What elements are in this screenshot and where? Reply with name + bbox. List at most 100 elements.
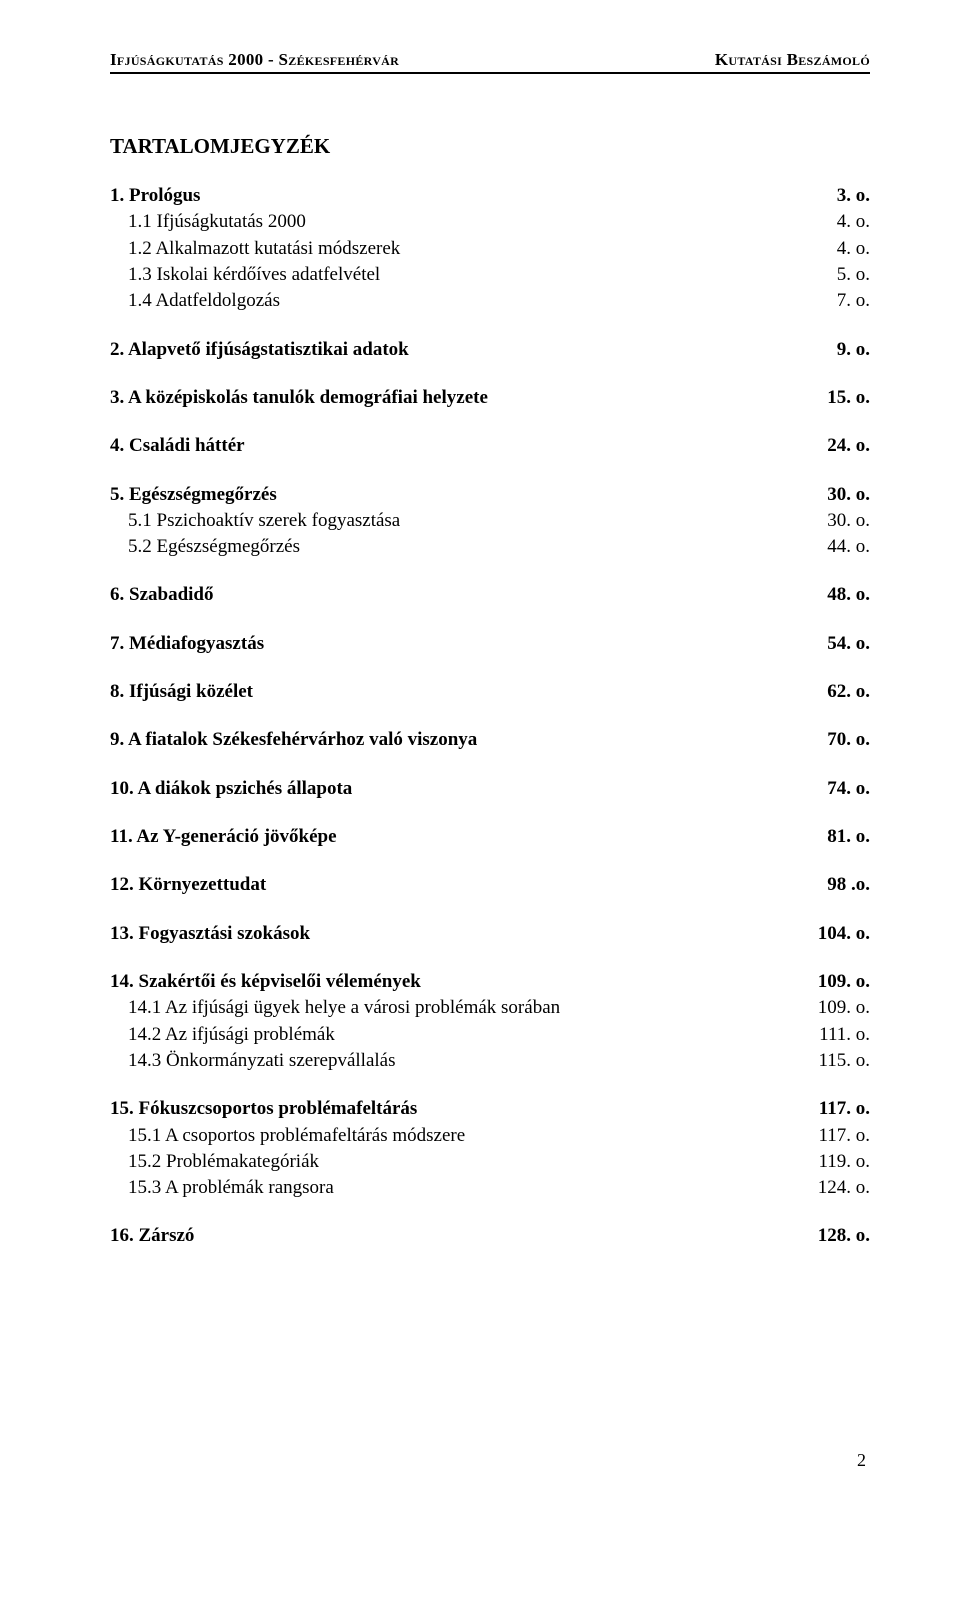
entry-gap <box>110 363 870 385</box>
toc-entry-label: 14.3 Önkormányzati szerepvállalás <box>110 1049 806 1073</box>
toc-entry-page: 74. o. <box>815 777 870 801</box>
entry-gap <box>110 899 870 921</box>
toc-entry-label: 1.3 Iskolai kérdőíves adatfelvétel <box>110 263 825 287</box>
toc-entry-label: 8. Ifjúsági közélet <box>110 680 815 704</box>
toc-entry: 14.2 Az ifjúsági problémák111. o. <box>110 1022 870 1048</box>
toc-entry: 9. A fiatalok Székesfehérvárhoz való vis… <box>110 727 870 753</box>
toc-entry: 3. A középiskolás tanulók demográfiai he… <box>110 385 870 411</box>
entry-gap <box>110 850 870 872</box>
toc-entry: 4. Családi háttér24. o. <box>110 433 870 459</box>
toc-entry: 14.3 Önkormányzati szerepvállalás115. o. <box>110 1048 870 1074</box>
toc-entry-label: 1.2 Alkalmazott kutatási módszerek <box>110 237 825 261</box>
toc-entry-label: 2. Alapvető ifjúságstatisztikai adatok <box>110 338 825 362</box>
toc-entry-label: 16. Zárszó <box>110 1224 806 1248</box>
toc-entry-page: 128. o. <box>806 1224 870 1248</box>
toc-entry-page: 70. o. <box>815 728 870 752</box>
toc-entry-label: 15.3 A problémák rangsora <box>110 1176 806 1200</box>
toc-entry: 1.3 Iskolai kérdőíves adatfelvétel5. o. <box>110 262 870 288</box>
toc-entry-page: 117. o. <box>807 1097 870 1121</box>
toc-entry-page: 109. o. <box>806 996 870 1020</box>
toc-entry-page: 5. o. <box>825 263 870 287</box>
toc-entry: 11. Az Y-generáció jövőképe81. o. <box>110 824 870 850</box>
toc-entry-page: 111. o. <box>807 1023 870 1047</box>
toc-entry: 1.2 Alkalmazott kutatási módszerek4. o. <box>110 236 870 262</box>
toc-entry: 15.3 A problémák rangsora124. o. <box>110 1175 870 1201</box>
toc-entry-label: 14. Szakértői és képviselői vélemények <box>110 970 806 994</box>
toc-entry-page: 3. o. <box>825 184 870 208</box>
toc-entry-label: 10. A diákok pszichés állapota <box>110 777 815 801</box>
toc-entry: 13. Fogyasztási szokások104. o. <box>110 921 870 947</box>
toc-entry-label: 15.1 A csoportos problémafeltárás módsze… <box>110 1124 806 1148</box>
toc-entry: 1.1 Ifjúságkutatás 20004. o. <box>110 209 870 235</box>
header-left: Ifjúságkutatás 2000 - Székesfehérvár <box>110 50 399 70</box>
toc-entry-label: 15. Fókuszcsoportos problémafeltárás <box>110 1097 807 1121</box>
toc-entry: 15.2 Problémakategóriák119. o. <box>110 1149 870 1175</box>
toc-title: TARTALOMJEGYZÉK <box>110 134 870 159</box>
toc-entry-label: 1.4 Adatfeldolgozás <box>110 289 825 313</box>
toc-entry-label: 5. Egészségmegőrzés <box>110 483 815 507</box>
toc-entry-page: 48. o. <box>815 583 870 607</box>
toc-entry-label: 15.2 Problémakategóriák <box>110 1150 806 1174</box>
toc-entry-label: 4. Családi háttér <box>110 434 815 458</box>
page-number: 2 <box>110 1450 870 1471</box>
toc-entry-label: 12. Környezettudat <box>110 873 815 897</box>
entry-gap <box>110 1201 870 1223</box>
toc-entry: 8. Ifjúsági közélet62. o. <box>110 679 870 705</box>
toc-entry: 15. Fókuszcsoportos problémafeltárás117.… <box>110 1096 870 1122</box>
toc-entry-page: 81. o. <box>815 825 870 849</box>
toc-entry-page: 62. o. <box>815 680 870 704</box>
toc-entry-label: 13. Fogyasztási szokások <box>110 922 806 946</box>
toc-entry-page: 117. o. <box>806 1124 870 1148</box>
toc-entry: 1. Prológus3. o. <box>110 183 870 209</box>
toc-entry-label: 1. Prológus <box>110 184 825 208</box>
toc-entry-page: 30. o. <box>815 509 870 533</box>
toc-entry-page: 44. o. <box>815 535 870 559</box>
entry-gap <box>110 657 870 679</box>
entry-gap <box>110 802 870 824</box>
toc-entry-label: 11. Az Y-generáció jövőképe <box>110 825 815 849</box>
toc-entry: 6. Szabadidő48. o. <box>110 582 870 608</box>
entry-gap <box>110 460 870 482</box>
toc-entry-label: 3. A középiskolás tanulók demográfiai he… <box>110 386 815 410</box>
toc-entry-label: 5.2 Egészségmegőrzés <box>110 535 815 559</box>
toc-entry-label: 1.1 Ifjúságkutatás 2000 <box>110 210 825 234</box>
toc-entry: 10. A diákok pszichés állapota74. o. <box>110 776 870 802</box>
toc-entry-page: 115. o. <box>806 1049 870 1073</box>
toc-entry-label: 14.1 Az ifjúsági ügyek helye a városi pr… <box>110 996 806 1020</box>
entry-gap <box>110 754 870 776</box>
toc-entry-page: 124. o. <box>806 1176 870 1200</box>
toc-entry: 5.1 Pszichoaktív szerek fogyasztása30. o… <box>110 508 870 534</box>
toc-entry-page: 7. o. <box>825 289 870 313</box>
toc-entry-label: 6. Szabadidő <box>110 583 815 607</box>
toc-entry: 5. Egészségmegőrzés30. o. <box>110 482 870 508</box>
toc-entry-page: 119. o. <box>806 1150 870 1174</box>
toc-entry: 5.2 Egészségmegőrzés44. o. <box>110 534 870 560</box>
toc-entry-page: 24. o. <box>815 434 870 458</box>
toc-entry-page: 98 .o. <box>815 873 870 897</box>
toc-entry-page: 104. o. <box>806 922 870 946</box>
toc-entry-label: 9. A fiatalok Székesfehérvárhoz való vis… <box>110 728 815 752</box>
toc-entry-page: 4. o. <box>825 210 870 234</box>
toc-entry-page: 9. o. <box>825 338 870 362</box>
toc-entry-page: 30. o. <box>815 483 870 507</box>
toc-entry-label: 5.1 Pszichoaktív szerek fogyasztása <box>110 509 815 533</box>
toc-entry-page: 109. o. <box>806 970 870 994</box>
toc-entry-label: 7. Médiafogyasztás <box>110 632 815 656</box>
toc-entry-label: 14.2 Az ifjúsági problémák <box>110 1023 807 1047</box>
toc-entries: 1. Prológus3. o.1.1 Ifjúságkutatás 20004… <box>110 183 870 1250</box>
toc-entry: 14. Szakértői és képviselői vélemények10… <box>110 969 870 995</box>
toc-entry: 2. Alapvető ifjúságstatisztikai adatok9.… <box>110 337 870 363</box>
page-header: Ifjúságkutatás 2000 - Székesfehérvár Kut… <box>110 50 870 74</box>
entry-gap <box>110 1074 870 1096</box>
entry-gap <box>110 560 870 582</box>
entry-gap <box>110 947 870 969</box>
entry-gap <box>110 705 870 727</box>
toc-entry-page: 4. o. <box>825 237 870 261</box>
header-right: Kutatási Beszámoló <box>715 50 870 70</box>
toc-entry: 14.1 Az ifjúsági ügyek helye a városi pr… <box>110 995 870 1021</box>
toc-entry: 7. Médiafogyasztás54. o. <box>110 631 870 657</box>
toc-entry: 12. Környezettudat98 .o. <box>110 872 870 898</box>
toc-entry-page: 54. o. <box>815 632 870 656</box>
toc-entry: 16. Zárszó128. o. <box>110 1223 870 1249</box>
entry-gap <box>110 609 870 631</box>
